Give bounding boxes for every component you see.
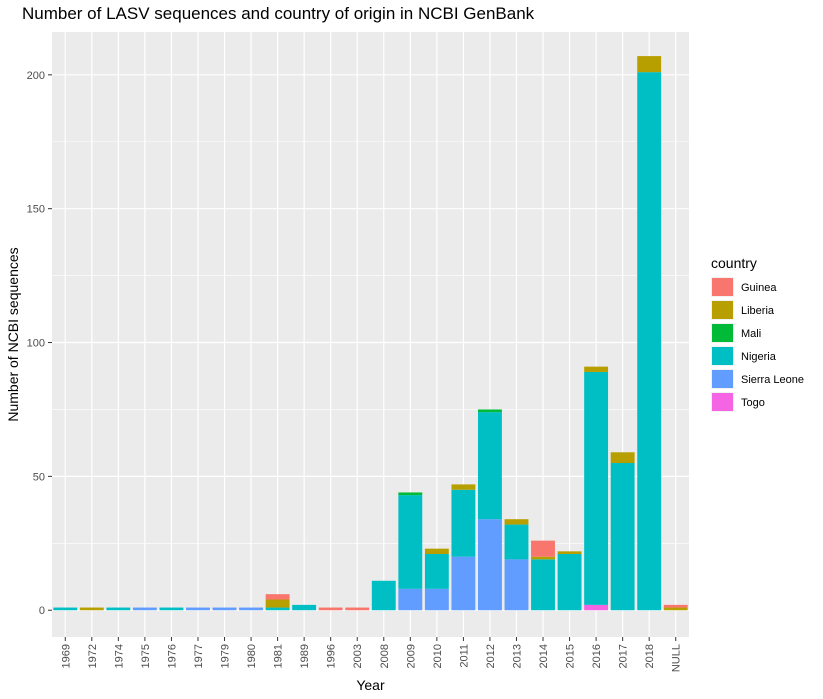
x-axis-title: Year [356, 677, 385, 693]
x-tick-label: 2017 [618, 644, 630, 668]
x-tick-label: 2015 [565, 644, 577, 668]
x-tick-label: 2012 [485, 644, 497, 668]
x-tick-label: 1969 [60, 644, 72, 668]
legend-swatch-mali [712, 324, 733, 342]
y-tick-label: 100 [27, 338, 45, 350]
legend-swatch-togo [712, 393, 733, 411]
x-tick-label: 1989 [299, 644, 311, 668]
bar-NULL-liberia [663, 607, 688, 611]
bar-2015-liberia [557, 551, 582, 555]
legend-swatch-nigeria [712, 347, 733, 365]
x-tick-label: 2008 [379, 644, 391, 668]
x-tick-label: 1975 [140, 644, 152, 668]
x-tick-label: 2016 [591, 644, 603, 668]
x-tick-label: 1996 [326, 644, 338, 668]
bar-2010-liberia [424, 548, 449, 555]
bar-2016-togo [584, 604, 609, 611]
bar-2014-guinea [531, 540, 555, 557]
bars [53, 56, 688, 611]
bar-2008-nigeria [371, 580, 396, 611]
legend-title: country [711, 255, 757, 271]
legend-label: Sierra Leone [741, 374, 804, 386]
x-tick-label: 2011 [458, 644, 470, 668]
bar-2013-liberia [504, 519, 529, 525]
bar-2017-liberia [610, 452, 635, 463]
bar-1996-guinea [318, 607, 343, 611]
chart-title: Number of LASV sequences and country of … [22, 4, 535, 23]
y-axis-title: Number of NCBI sequences [5, 247, 21, 421]
legend-swatch-liberia [712, 301, 733, 319]
legend: country Guinea Liberia Mali Nigeria Sierra L… [711, 255, 804, 412]
legend-label: Guinea [741, 282, 777, 294]
bar-2012-sierra-leone [477, 519, 502, 611]
x-tick-label: NULL [671, 644, 683, 672]
bar-1981-nigeria [265, 607, 290, 611]
legend-swatch-guinea [712, 278, 733, 296]
bar-2011-nigeria [451, 489, 476, 557]
x-tick-label: 1974 [113, 644, 125, 668]
bar-2003-guinea [345, 607, 370, 611]
bar-2009-mali [398, 492, 423, 496]
y-tick-label: 150 [27, 204, 45, 216]
bar-1976-nigeria [159, 607, 184, 611]
x-tick-label: 1979 [220, 644, 232, 668]
bar-2016-nigeria [584, 371, 609, 605]
bar-1981-liberia [265, 599, 290, 608]
bar-1969-nigeria [53, 607, 78, 611]
bar-2010-nigeria [424, 554, 449, 589]
bar-2010-sierra-leone [424, 588, 449, 611]
legend-swatch-sierra-leone [712, 370, 733, 388]
bar-1977-sierra-leone [186, 607, 210, 611]
x-axis: 1969 1972 1974 1975 1976 1977 1979 1980 1981 1989… [60, 637, 683, 672]
x-tick-label: 1972 [87, 644, 99, 668]
bar-2018-liberia [637, 56, 662, 73]
bar-2012-nigeria [477, 412, 502, 520]
x-tick-label: 2014 [538, 644, 550, 668]
x-tick-label: 1981 [273, 644, 285, 668]
x-tick-label: 2013 [511, 644, 523, 668]
bar-2014-liberia [531, 556, 555, 560]
bar-1972-liberia [79, 607, 104, 611]
bar-2017-nigeria [610, 462, 635, 611]
legend-label: Mali [741, 328, 761, 340]
bar-2013-sierra-leone [504, 559, 529, 611]
legend-label: Togo [741, 397, 765, 409]
plot-panel [52, 32, 689, 637]
legend-label: Liberia [741, 305, 775, 317]
bar-2015-nigeria [557, 554, 582, 611]
y-tick-label: 200 [27, 70, 45, 82]
bar-1979-sierra-leone [212, 607, 237, 611]
legend-label: Nigeria [741, 351, 777, 363]
x-tick-label: 2009 [405, 644, 417, 668]
bar-2014-nigeria [531, 559, 555, 611]
y-tick-label: 50 [33, 471, 45, 483]
x-tick-label: 2003 [352, 644, 364, 668]
bar-2009-nigeria [398, 495, 423, 589]
y-tick-label: 0 [39, 605, 45, 617]
x-tick-label: 1976 [166, 644, 178, 668]
x-tick-label: 2010 [432, 644, 444, 668]
bar-2009-sierra-leone [398, 588, 423, 611]
bar-2018-nigeria [637, 72, 662, 611]
bar-1980-sierra-leone [239, 607, 264, 611]
bar-2011-sierra-leone [451, 556, 476, 611]
x-tick-label: 1977 [193, 644, 205, 668]
bar-2012-mali [477, 409, 502, 413]
grid-lines [52, 32, 689, 637]
bar-1981-guinea [265, 594, 290, 600]
bar-1989-nigeria [292, 604, 317, 611]
x-tick-label: 1980 [246, 644, 258, 668]
bar-2011-liberia [451, 484, 476, 490]
bar-2013-nigeria [504, 524, 529, 560]
bar-2016-liberia [584, 366, 609, 372]
bar-1975-sierra-leone [132, 607, 157, 611]
bar-1974-nigeria [106, 607, 131, 611]
bar-NULL-guinea [663, 604, 688, 608]
y-axis: 0 50 100 150 200 [27, 70, 52, 617]
x-tick-label: 2018 [644, 644, 656, 668]
